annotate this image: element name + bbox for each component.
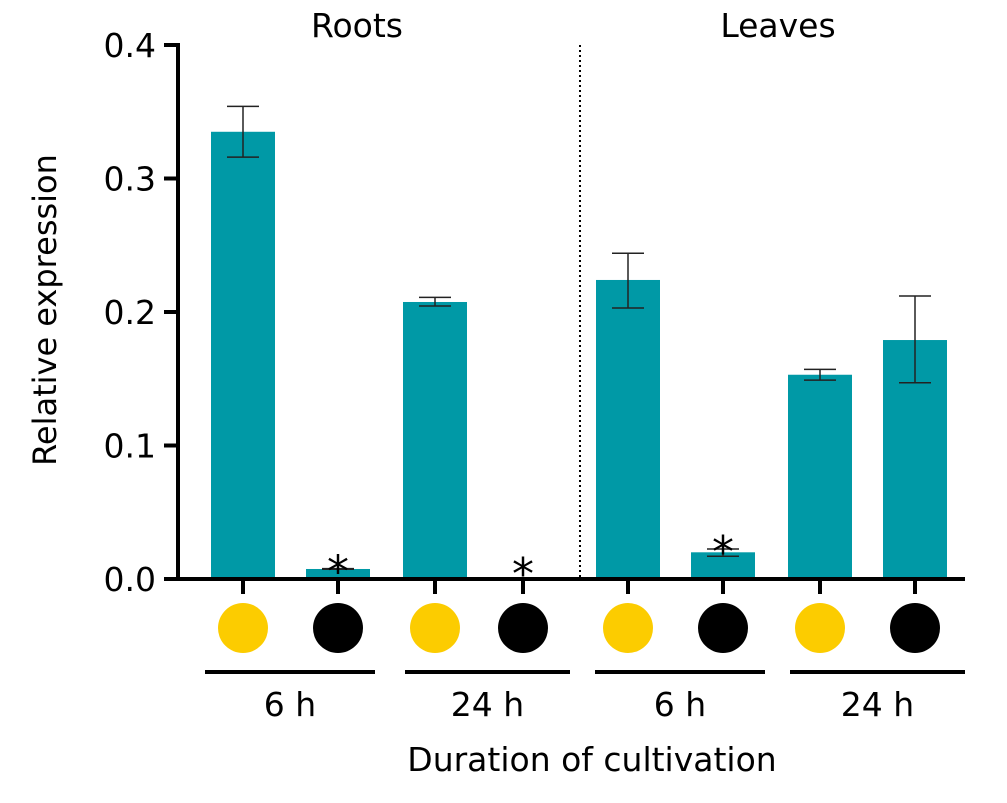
bar <box>306 568 370 579</box>
bar <box>788 374 852 579</box>
dark-condition-icon <box>890 603 940 653</box>
bar <box>211 131 275 579</box>
light-condition-icon <box>218 603 268 653</box>
group-label: 24 h <box>451 685 524 724</box>
light-condition-icon <box>795 603 845 653</box>
y-tick-label: 0.0 <box>104 560 156 599</box>
y-tick-label: 0.1 <box>104 427 156 466</box>
bar <box>596 279 660 579</box>
significance-marker: * <box>327 547 349 598</box>
x-axis-label: Duration of cultivation <box>407 740 776 779</box>
dark-condition-icon <box>498 603 548 653</box>
group-label: 6 h <box>654 685 706 724</box>
y-tick-label: 0.3 <box>104 160 156 199</box>
panel-label-roots: Roots <box>311 6 403 45</box>
dark-condition-icon <box>313 603 363 653</box>
group-label: 24 h <box>841 685 914 724</box>
light-condition-icon <box>410 603 460 653</box>
y-axis-label: Relative expression <box>26 154 64 466</box>
y-tick-label: 0.4 <box>104 26 156 65</box>
dark-condition-icon <box>698 603 748 653</box>
bar <box>403 301 467 579</box>
light-condition-icon <box>603 603 653 653</box>
panel-label-leaves: Leaves <box>720 6 835 45</box>
significance-marker: * <box>712 527 734 578</box>
group-label: 6 h <box>264 685 316 724</box>
y-tick-label: 0.2 <box>104 293 156 332</box>
significance-marker: * <box>512 549 534 600</box>
